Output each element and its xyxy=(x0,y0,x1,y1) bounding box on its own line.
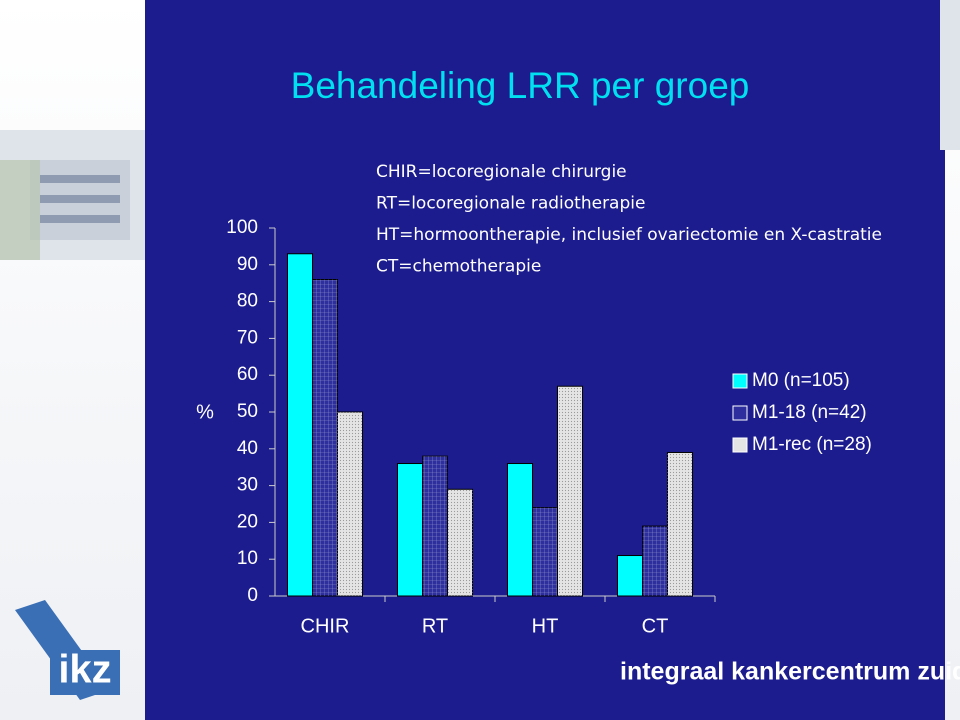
y-tick-label: 100 xyxy=(226,217,258,238)
y-tick-label: 70 xyxy=(237,327,258,348)
chart-title: Behandeling LRR per groep xyxy=(291,65,750,106)
legend-swatch xyxy=(732,437,748,453)
building-photo xyxy=(0,130,145,260)
footer: integraal kankercentrum zuid xyxy=(620,658,960,686)
slide-panel xyxy=(145,0,945,720)
y-axis-label: % xyxy=(196,401,214,423)
note: HT=hormoontherapie, inclusief ovariectom… xyxy=(376,225,882,245)
edge xyxy=(940,0,960,150)
bar xyxy=(617,555,643,597)
note: RT=locoregionale radiotherapie xyxy=(376,194,645,214)
bar-pattern xyxy=(532,507,558,596)
x-tick-label: HT xyxy=(532,615,559,637)
bar xyxy=(507,463,533,597)
y-tick-label: 90 xyxy=(237,254,258,275)
chart: CHIR=locoregionale chirurgie RT=locoregio… xyxy=(226,162,882,637)
y-tick-label: 30 xyxy=(237,475,258,496)
bar-pattern xyxy=(642,526,668,596)
y-tick-label: 60 xyxy=(237,364,258,385)
y-tick-label: 40 xyxy=(237,438,258,459)
bar-pattern xyxy=(422,456,448,596)
bar-pattern xyxy=(557,386,583,596)
y-tick-label: 10 xyxy=(237,548,258,569)
note: CHIR=locoregionale chirurgie xyxy=(376,162,627,182)
y-tick-label: 50 xyxy=(237,401,258,422)
logo-text: ikz xyxy=(58,648,111,692)
legend-label: M1-18 (n=42) xyxy=(752,402,867,423)
y-tick-label: 20 xyxy=(237,511,258,532)
x-tick-label: CT xyxy=(642,615,669,637)
bar-pattern xyxy=(667,452,693,596)
x-tick-label: CHIR xyxy=(301,615,350,637)
legend-label: M1-rec (n=28) xyxy=(752,434,872,455)
legend-label: M0 (n=105) xyxy=(752,370,850,391)
bar-pattern xyxy=(312,279,338,596)
note: CT=chemotherapie xyxy=(376,257,541,277)
bar-pattern xyxy=(337,412,363,596)
legend-swatch xyxy=(732,373,748,389)
y-tick-label: 80 xyxy=(237,291,258,312)
logo: ikz xyxy=(15,600,120,700)
x-tick-label: RT xyxy=(422,615,448,637)
bar-pattern xyxy=(447,489,473,596)
y-tick-label: 0 xyxy=(247,585,258,606)
bar xyxy=(287,253,313,597)
bar xyxy=(397,463,423,597)
legend-swatch xyxy=(732,405,748,421)
